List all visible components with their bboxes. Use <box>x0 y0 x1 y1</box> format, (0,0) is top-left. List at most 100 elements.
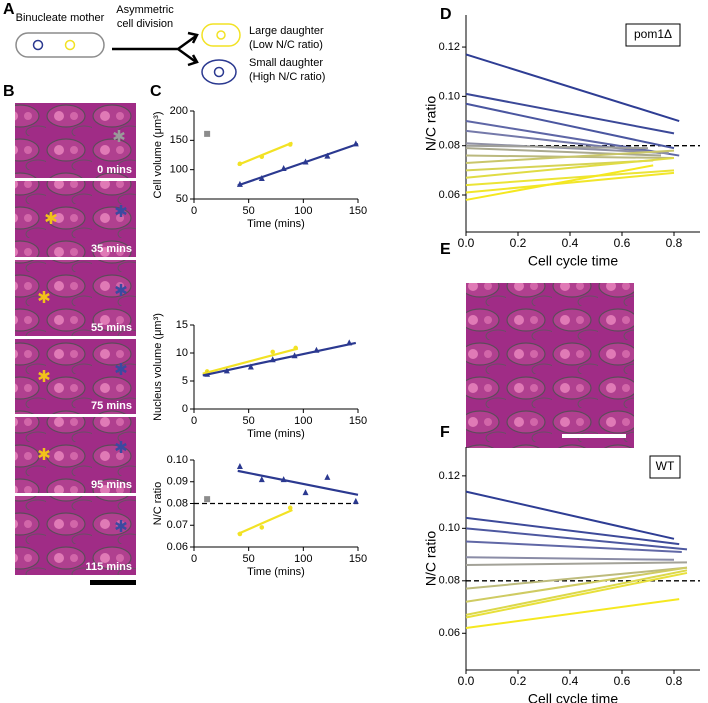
line <box>237 469 359 496</box>
line <box>465 157 675 179</box>
x-tick-label: 100 <box>294 553 312 565</box>
line <box>465 569 688 616</box>
small-daughter <box>201 59 237 85</box>
line <box>465 147 662 157</box>
y-tick-label: 0.12 <box>439 41 460 53</box>
y-axis-label: N/C ratio <box>423 96 439 151</box>
asterisk-stroke <box>38 449 50 459</box>
time-label: 55 mins <box>91 322 132 334</box>
x-tick-label: 0.8 <box>666 674 683 688</box>
arrow <box>112 34 197 64</box>
line <box>465 102 675 150</box>
nucleus <box>216 30 226 40</box>
annotation-box <box>625 23 681 47</box>
x-axis-label: Time (mins) <box>247 428 305 440</box>
chart: 0.06 0.08 0.10 0.12 0.0 0.2 0.4 0.6 0.8 Cell cycl… <box>423 447 700 703</box>
time-label: 95 mins <box>91 479 132 491</box>
panel-letter: A <box>3 1 15 18</box>
y-tick-label: 0.12 <box>439 470 460 482</box>
point <box>204 130 211 137</box>
point <box>287 505 293 511</box>
y-tick-label: 150 <box>170 134 188 146</box>
x-tick-label: 0 <box>191 415 197 427</box>
line <box>465 490 675 540</box>
frame <box>15 103 136 178</box>
line <box>465 92 675 135</box>
frame <box>15 417 136 493</box>
asterisk <box>115 284 127 296</box>
annotation: pom1Δ <box>634 27 672 41</box>
x-axis-label: Time (mins) <box>247 218 305 230</box>
point <box>302 489 309 496</box>
y-axis-label: N/C ratio <box>423 531 439 586</box>
x-tick-label: 0.2 <box>510 236 527 250</box>
frame <box>15 181 136 257</box>
asterisk <box>115 205 127 217</box>
scale-bar <box>90 580 136 585</box>
y-tick-label: 0.10 <box>439 522 460 534</box>
x-tick-label: 0 <box>191 205 197 217</box>
frame <box>15 339 136 414</box>
annotation: WT <box>656 459 675 473</box>
y-tick-label: 15 <box>176 319 188 331</box>
asterisk <box>115 520 127 532</box>
y-tick-label: 0.08 <box>167 497 188 509</box>
line <box>465 53 680 122</box>
point <box>324 152 331 159</box>
y-tick-label: 0 <box>182 403 188 415</box>
x-tick-label: 150 <box>349 205 367 217</box>
asterisk <box>115 363 127 375</box>
x-tick-label: 0.6 <box>614 236 631 250</box>
timelapse: 0 mins 35 mins 55 mins 75 mins 95 mins 115 mi… <box>15 103 136 575</box>
micrograph <box>466 283 634 448</box>
y-tick-label: 0.07 <box>167 519 188 531</box>
line <box>465 561 688 567</box>
line <box>465 120 680 157</box>
y-tick-label: 100 <box>170 164 188 176</box>
y-tick-label: 0.09 <box>167 476 188 488</box>
y-axis-label: Cell volume (μm³) <box>152 111 164 198</box>
arrow-head <box>187 31 199 67</box>
line <box>465 129 662 155</box>
point <box>270 349 276 355</box>
panel-letter: C <box>150 83 162 100</box>
y-tick-label: 0.06 <box>439 627 460 639</box>
x-tick-label: 0.0 <box>458 236 475 250</box>
diagram: Binucleate mother Asymmetric cell divisi… <box>15 4 325 85</box>
line <box>237 141 293 166</box>
x-tick-label: 50 <box>243 553 255 565</box>
x-tick-label: 100 <box>294 205 312 217</box>
panel-letter: D <box>440 6 452 23</box>
line <box>465 556 675 561</box>
line <box>465 144 649 150</box>
time-label: 115 mins <box>86 561 132 573</box>
diagram-label: (Low N/C ratio) <box>249 39 323 51</box>
diagram-label: Small daughter <box>249 57 323 69</box>
point <box>236 463 243 470</box>
panel-letter: E <box>440 241 451 258</box>
line <box>465 540 682 553</box>
y-tick-label: 0.10 <box>439 90 460 102</box>
annotation-box <box>649 455 681 479</box>
y-axis-label: N/C ratio <box>152 482 164 525</box>
point <box>247 363 254 370</box>
line <box>465 149 675 164</box>
asterisk <box>115 441 127 453</box>
mother-cell <box>15 32 105 58</box>
y-tick-label: 0.08 <box>439 575 460 587</box>
line <box>465 171 675 194</box>
y-tick-label: 50 <box>176 193 188 205</box>
y-tick-label: 5 <box>182 375 188 387</box>
x-tick-label: 0.8 <box>666 236 683 250</box>
x-tick-label: 150 <box>349 553 367 565</box>
frame <box>15 496 136 575</box>
line <box>465 598 680 630</box>
line <box>237 142 359 187</box>
asterisk <box>38 448 50 460</box>
x-axis-label: Cell cycle time <box>528 253 618 269</box>
x-axis-label: Time (mins) <box>247 566 305 578</box>
nucleus <box>32 39 44 51</box>
asterisk-stroke <box>115 364 127 374</box>
point <box>204 496 211 503</box>
